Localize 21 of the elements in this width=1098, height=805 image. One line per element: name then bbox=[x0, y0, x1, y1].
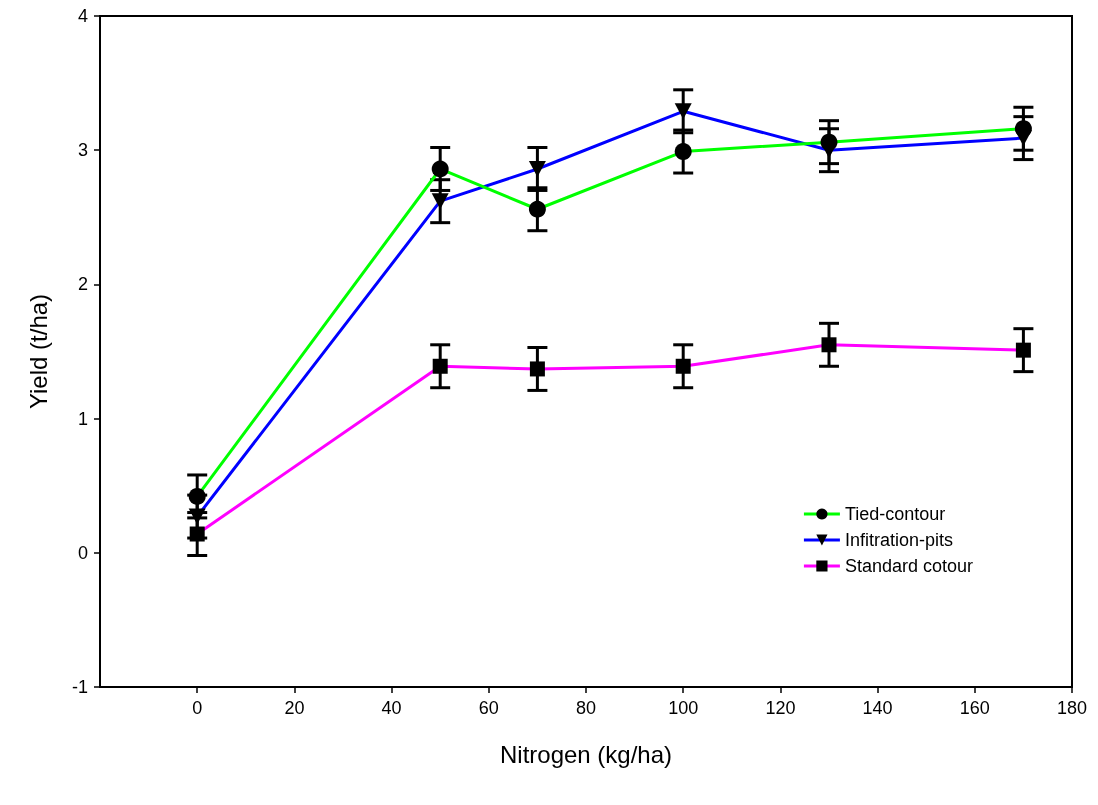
x-tick-label: 160 bbox=[959, 698, 990, 718]
x-axis-title: Nitrogen (kg/ha) bbox=[499, 740, 673, 768]
legend-label: Standard cotour bbox=[844, 556, 974, 576]
y-tick-label: 1 bbox=[77, 408, 88, 429]
y-axis-title: Yield (t/ha) bbox=[24, 293, 52, 410]
x-tick-label: 100 bbox=[668, 698, 699, 718]
x-tick-label: 40 bbox=[381, 698, 402, 718]
x-tick-label: 20 bbox=[284, 698, 305, 718]
legend-label: Infitration-pits bbox=[844, 530, 953, 550]
x-tick-label: 0 bbox=[192, 698, 203, 718]
y-tick-label: 0 bbox=[77, 542, 88, 563]
y-tick-label: -1 bbox=[71, 677, 88, 697]
y-tick-label: 3 bbox=[77, 140, 88, 161]
x-tick-label: 140 bbox=[862, 698, 893, 718]
legend-label: Tied-contour bbox=[844, 504, 946, 524]
x-tick-label: 80 bbox=[575, 698, 597, 718]
x-tick-label: 60 bbox=[478, 698, 499, 718]
y-tick-label: 2 bbox=[77, 274, 88, 295]
x-tick-label: 180 bbox=[1056, 698, 1088, 718]
y-tick-label: 4 bbox=[77, 6, 88, 26]
x-tick-label: 120 bbox=[765, 698, 796, 718]
